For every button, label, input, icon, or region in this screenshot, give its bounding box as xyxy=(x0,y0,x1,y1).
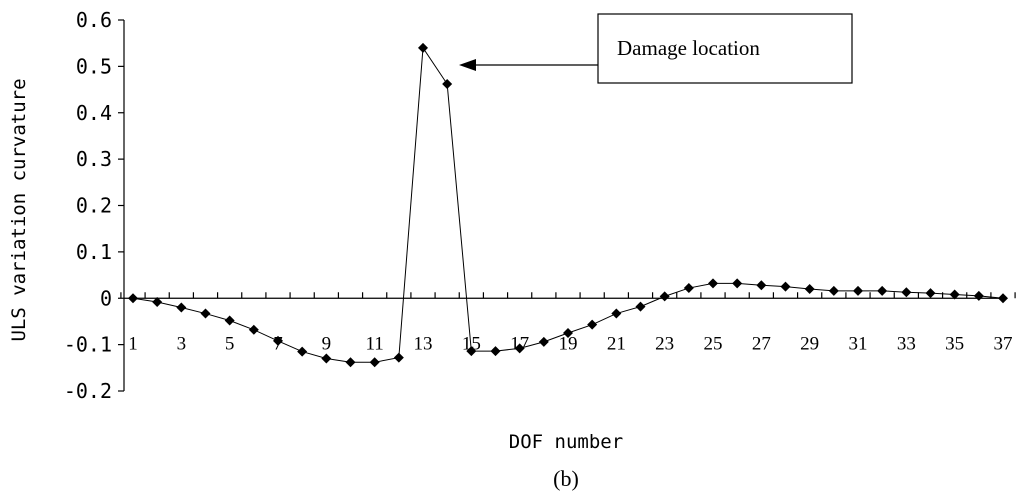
data-point xyxy=(273,335,283,346)
data-point xyxy=(490,346,501,357)
data-point xyxy=(828,285,839,296)
x-tick-label: 5 xyxy=(225,333,235,354)
data-point xyxy=(538,336,549,347)
series-line xyxy=(132,46,1004,363)
data-point xyxy=(877,285,888,296)
data-point xyxy=(297,346,308,357)
y-axis: 0.6 0.5 0.4 0.3 0.2 0.1 0 -0.1 -0.2 xyxy=(64,8,125,403)
data-point xyxy=(998,293,1008,304)
x-tick-label: 29 xyxy=(800,333,819,354)
x-tick-label: 37 xyxy=(994,333,1013,354)
x-tick-label: 31 xyxy=(849,333,868,354)
x-tick-label: 11 xyxy=(366,333,384,354)
data-point xyxy=(949,289,960,300)
figure-caption: (b) xyxy=(553,466,579,491)
y-axis-title: ULS variation curvature xyxy=(8,78,30,341)
annotation-box xyxy=(597,13,853,84)
data-point xyxy=(128,293,138,304)
data-point xyxy=(973,290,984,301)
x-tick-label: 9 xyxy=(322,333,332,354)
data-point xyxy=(853,285,863,296)
data-point xyxy=(635,301,646,312)
y-tick-label: 0 xyxy=(100,286,112,310)
data-point xyxy=(611,308,622,319)
data-point xyxy=(514,343,525,354)
data-point xyxy=(224,315,235,326)
annotation-arrowhead xyxy=(459,59,476,71)
data-point xyxy=(804,283,815,294)
annotation-text: Damage location xyxy=(617,36,760,60)
x-tick-label: 35 xyxy=(945,333,964,354)
y-tick-label: 0.2 xyxy=(76,194,112,218)
x-tick-label: 21 xyxy=(607,333,626,354)
x-tick-label: 1 xyxy=(128,333,138,354)
data-point xyxy=(418,42,428,53)
data-point xyxy=(176,302,187,313)
data-point xyxy=(901,287,912,298)
x-axis: 135791113151719212325272931333537 xyxy=(120,292,1016,354)
annotation: Damage location xyxy=(459,13,853,84)
data-point xyxy=(563,328,573,339)
x-tick-label: 19 xyxy=(559,333,578,354)
data-point xyxy=(152,296,163,307)
y-tick-label: 0.3 xyxy=(76,147,112,171)
y-tick-label: -0.2 xyxy=(64,379,112,403)
data-point xyxy=(780,281,791,292)
series-layer xyxy=(128,42,1008,368)
data-point xyxy=(393,352,404,363)
x-tick-label: 15 xyxy=(462,333,481,354)
x-tick-label: 3 xyxy=(177,333,187,354)
data-point xyxy=(659,291,670,302)
x-tick-label: 27 xyxy=(752,333,771,354)
data-point xyxy=(925,288,936,299)
y-tick-label: -0.1 xyxy=(64,333,112,357)
x-tick-label: 23 xyxy=(655,333,674,354)
x-axis-title: DOF number xyxy=(509,431,623,453)
data-point xyxy=(200,308,211,319)
data-point xyxy=(321,353,332,364)
data-point xyxy=(466,346,477,357)
y-tick-label: 0.1 xyxy=(76,240,112,264)
data-point xyxy=(248,324,259,335)
data-point xyxy=(732,278,743,289)
x-tick-label: 33 xyxy=(897,333,916,354)
data-point xyxy=(683,283,694,294)
x-tick-label: 13 xyxy=(414,333,433,354)
y-tick-label: 0.4 xyxy=(76,101,112,125)
x-tick-label: 25 xyxy=(704,333,723,354)
data-point xyxy=(442,78,453,89)
data-point xyxy=(587,319,598,330)
data-point xyxy=(708,278,718,289)
y-tick-label: 0.6 xyxy=(76,8,112,32)
data-point xyxy=(369,357,380,368)
y-tick-label: 0.5 xyxy=(76,54,112,78)
data-point xyxy=(756,280,767,291)
data-point xyxy=(345,357,356,368)
